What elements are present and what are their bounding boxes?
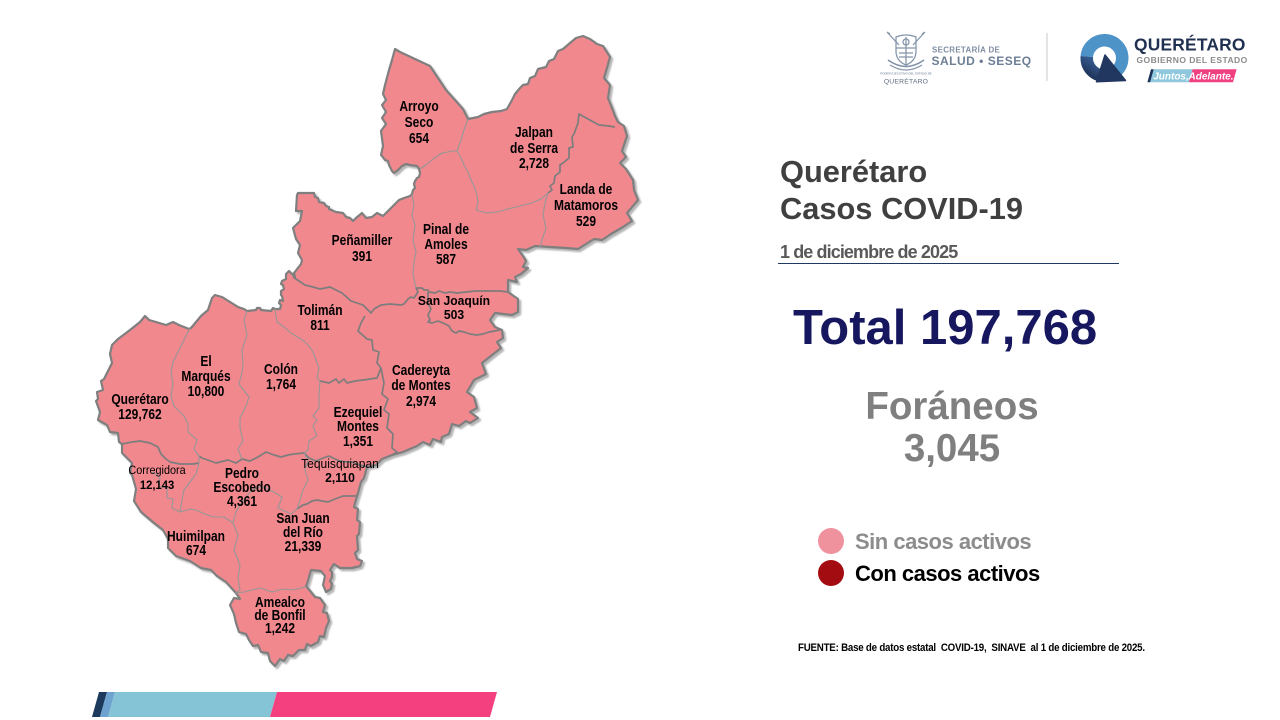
svg-text:Peñamiller: Peñamiller: [332, 232, 393, 249]
svg-text:Seco: Seco: [405, 114, 434, 131]
svg-text:Amealco: Amealco: [255, 594, 305, 611]
svg-text:Adelante.: Adelante.: [1187, 72, 1233, 83]
svg-text:Montes: Montes: [337, 418, 379, 435]
svg-text:811: 811: [310, 317, 330, 334]
svg-text:Cadereyta: Cadereyta: [392, 362, 450, 379]
svg-text:Matamoros: Matamoros: [554, 197, 618, 214]
svg-text:de Montes: de Montes: [391, 377, 450, 394]
svg-text:Corregidora: Corregidora: [128, 465, 186, 477]
svg-text:Querétaro: Querétaro: [111, 391, 168, 408]
svg-text:Escobedo: Escobedo: [213, 479, 270, 496]
svg-text:San Joaquín: San Joaquín: [418, 294, 490, 309]
svg-text:del Río: del Río: [283, 524, 323, 541]
svg-text:1,242: 1,242: [265, 620, 295, 637]
svg-text:21,339: 21,339: [285, 538, 322, 555]
svg-text:1,351: 1,351: [343, 433, 373, 450]
svg-text:Ezequiel: Ezequiel: [334, 404, 383, 421]
svg-text:QUERÉTARO: QUERÉTARO: [1134, 35, 1246, 55]
svg-text:391: 391: [352, 248, 372, 265]
svg-text:San Juan: San Juan: [276, 510, 329, 527]
svg-text:Juntos,: Juntos,: [1153, 72, 1189, 83]
svg-text:SALUD • SESEQ: SALUD • SESEQ: [932, 54, 1032, 68]
svg-text:Amoles: Amoles: [424, 236, 467, 253]
svg-text:Colón: Colón: [264, 361, 298, 378]
svg-text:12,143: 12,143: [140, 479, 175, 493]
svg-text:Arroyo: Arroyo: [399, 98, 438, 115]
svg-text:GOBIERNO DEL ESTADO: GOBIERNO DEL ESTADO: [1137, 55, 1248, 65]
svg-text:2,974: 2,974: [406, 393, 436, 410]
svg-text:de Bonfil: de Bonfil: [254, 607, 305, 624]
svg-text:654: 654: [409, 130, 429, 147]
svg-text:503: 503: [444, 308, 464, 323]
svg-text:674: 674: [186, 542, 206, 559]
svg-text:587: 587: [436, 251, 456, 268]
svg-text:de Serra: de Serra: [510, 140, 558, 157]
svg-text:Jalpan: Jalpan: [515, 124, 553, 141]
svg-text:129,762: 129,762: [118, 406, 162, 423]
svg-text:2,110: 2,110: [325, 471, 355, 485]
svg-text:PODER EJECUTIVO DEL ESTADO DE: PODER EJECUTIVO DEL ESTADO DE: [880, 72, 932, 76]
svg-text:Marqués: Marqués: [181, 368, 230, 385]
svg-text:529: 529: [576, 213, 596, 230]
svg-text:Landa de: Landa de: [560, 181, 613, 198]
svg-text:Tequisquiapan: Tequisquiapan: [301, 457, 379, 471]
svg-text:2,728: 2,728: [519, 155, 549, 172]
svg-text:4,361: 4,361: [227, 493, 257, 510]
svg-text:Huimilpan: Huimilpan: [167, 528, 225, 545]
svg-text:QUERÉTARO: QUERÉTARO: [884, 77, 928, 86]
svg-text:Pedro: Pedro: [225, 465, 259, 482]
svg-text:El: El: [200, 353, 211, 370]
svg-text:SECRETARÍA DE: SECRETARÍA DE: [932, 46, 1000, 55]
svg-text:Pinal de: Pinal de: [423, 221, 469, 238]
svg-text:1,764: 1,764: [266, 376, 296, 393]
svg-text:Tolimán: Tolimán: [297, 302, 342, 319]
svg-text:10,800: 10,800: [188, 383, 225, 400]
